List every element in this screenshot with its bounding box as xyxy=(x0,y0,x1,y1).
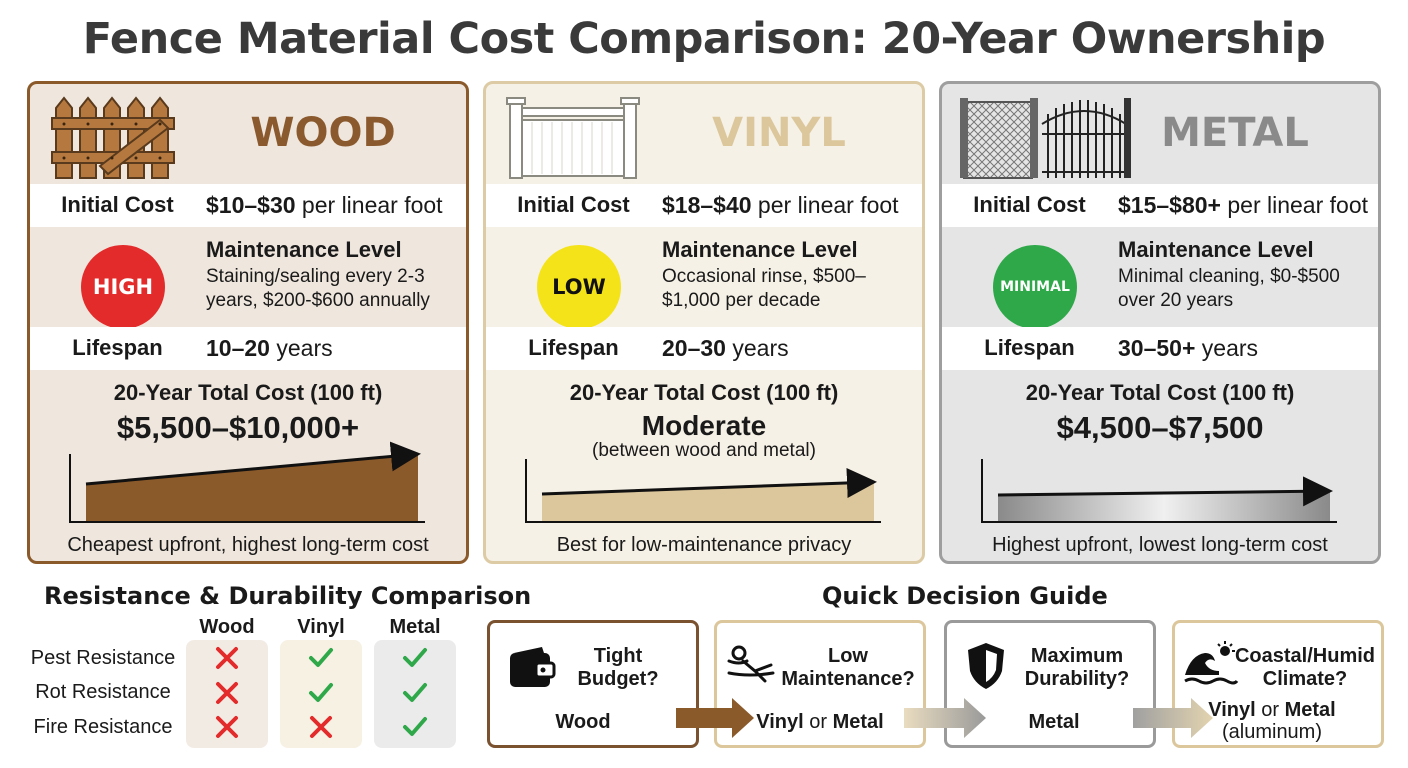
wood-initial-cost-row: Initial Cost $10–$30 per linear foot xyxy=(30,184,466,227)
rot-resistance-label: Rot Resistance xyxy=(35,681,171,703)
shield-icon xyxy=(968,643,1004,689)
check-icon-metal xyxy=(403,683,427,702)
pest-resistance-label: Pest Resistance xyxy=(30,647,176,669)
column-header-vinyl: Vinyl xyxy=(297,616,345,638)
wood-lifespan-row: Lifespan 10–20 years xyxy=(30,327,466,370)
initial-cost-label: Initial Cost xyxy=(973,192,1086,217)
arrow-wood-to-low-maintenance xyxy=(676,698,754,738)
vinyl-lifespan-row: Lifespan 20–30 years xyxy=(486,327,922,370)
initial-cost-value: $15–$80+ per linear foot xyxy=(1118,192,1369,218)
resistance-section-title: Resistance & Durability Comparison xyxy=(44,582,532,610)
initial-cost-label: Initial Cost xyxy=(61,192,174,217)
decision-low-maintenance: Low Maintenance? Vinyl or Metal xyxy=(714,620,926,748)
decision-question: Tight Budget? xyxy=(577,645,659,690)
decision-answer: Wood xyxy=(555,711,611,733)
cost-trend-graphic xyxy=(981,459,1337,523)
cross-icon-wood xyxy=(216,682,238,704)
decision-maximum-durability: Maximum Durability? Metal xyxy=(944,620,1156,748)
wood-card-title: WOOD xyxy=(250,110,396,156)
total-cost-title: 20-Year Total Cost (100 ft) xyxy=(1025,380,1295,405)
cross-icon-wood xyxy=(216,716,238,738)
arrow-durability-to-coastal xyxy=(1133,698,1213,738)
lifespan-value: 10–20 years xyxy=(206,335,333,361)
metal-initial-cost-row: Initial Cost $15–$80+ per linear foot xyxy=(942,184,1378,227)
arrow-low-maintenance-to-durability xyxy=(904,698,986,738)
column-header-wood: Wood xyxy=(199,616,255,638)
decision-answer: Vinyl or Metal xyxy=(756,711,884,733)
initial-cost-label: Initial Cost xyxy=(517,192,630,217)
wood-fence-icon xyxy=(51,96,175,179)
metal-card: METAL Initial Cost $15–$80+ per linear f… xyxy=(939,81,1381,564)
maintenance-description: Staining/sealing every 2-3 years, $200-$… xyxy=(206,266,430,311)
decision-coastal-humid: Coastal/Humid Climate? Vinyl or Metal (a… xyxy=(1172,620,1384,748)
maintenance-title: Maintenance Level xyxy=(1118,237,1314,262)
maintenance-description: Minimal cleaning, $0-$500 over 20 years xyxy=(1118,266,1340,311)
wood-card: WOOD Initial Cost $10–$30 per linear foo… xyxy=(27,81,469,564)
maintenance-title: Maintenance Level xyxy=(206,237,402,262)
cross-icon-wood xyxy=(216,647,238,669)
check-icon-metal xyxy=(403,717,427,736)
lifespan-label: Lifespan xyxy=(984,335,1075,360)
vinyl-card-header: VINYL xyxy=(486,84,922,184)
decision-question: Coastal/Humid Climate? xyxy=(1234,645,1376,690)
initial-cost-value: $18–$40 per linear foot xyxy=(662,192,899,218)
card-caption: Cheapest upfront, highest long-term cost xyxy=(67,534,429,556)
decision-guide-title: Quick Decision Guide xyxy=(822,582,1108,610)
wallet-icon xyxy=(510,647,556,687)
wave-sun-icon xyxy=(1184,641,1239,685)
card-caption: Best for low-maintenance privacy xyxy=(556,534,852,556)
metal-lifespan-row: Lifespan 30–50+ years xyxy=(942,327,1378,370)
metal-card-title: METAL xyxy=(1161,110,1309,156)
total-cost-title: 20-Year Total Cost (100 ft) xyxy=(569,380,839,405)
decision-answer: Vinyl or Metal xyxy=(1208,699,1336,721)
check-icon-vinyl xyxy=(309,648,333,667)
total-cost-value: $4,500–$7,500 xyxy=(1056,410,1264,445)
check-icon-metal xyxy=(403,648,427,667)
relaxing-person-icon xyxy=(727,645,775,683)
page-title: Fence Material Cost Comparison: 20-Year … xyxy=(82,14,1326,64)
metal-fence-icon xyxy=(960,98,1131,179)
decision-question: Low Maintenance? xyxy=(781,645,915,690)
maintenance-title: Maintenance Level xyxy=(662,237,858,262)
vinyl-card: VINYL Initial Cost $18–$40 per linear fo… xyxy=(483,81,925,564)
lifespan-value: 20–30 years xyxy=(662,335,789,361)
vinyl-card-title: VINYL xyxy=(712,110,846,156)
cross-icon-vinyl xyxy=(310,716,332,738)
maintenance-badge: MINIMAL xyxy=(993,245,1077,329)
wood-card-header: WOOD xyxy=(30,84,466,184)
total-cost-value: Moderate xyxy=(641,410,767,441)
cost-trend-graphic xyxy=(525,459,881,523)
maintenance-badge: HIGH xyxy=(81,245,165,329)
card-caption: Highest upfront, lowest long-term cost xyxy=(992,534,1328,556)
column-header-metal: Metal xyxy=(389,616,441,638)
metal-maintenance-row: MINIMAL Maintenance Level Minimal cleani… xyxy=(942,227,1378,329)
wood-maintenance-row: HIGH Maintenance Level Staining/sealing … xyxy=(30,227,466,329)
decision-answer: Metal xyxy=(1028,711,1080,733)
check-icon-vinyl xyxy=(309,683,333,702)
metal-card-header: METAL xyxy=(942,84,1378,184)
maintenance-badge: LOW xyxy=(537,245,621,329)
decision-tight-budget: Tight Budget? Wood xyxy=(487,620,699,748)
total-cost-value: $5,500–$10,000+ xyxy=(116,410,360,445)
fire-resistance-label: Fire Resistance xyxy=(33,716,173,738)
lifespan-value: 30–50+ years xyxy=(1118,335,1259,361)
vinyl-maintenance-row: LOW Maintenance Level Occasional rinse, … xyxy=(486,227,922,329)
initial-cost-value: $10–$30 per linear foot xyxy=(206,192,443,218)
vinyl-fence-icon xyxy=(506,97,640,179)
lifespan-label: Lifespan xyxy=(72,335,163,360)
vinyl-initial-cost-row: Initial Cost $18–$40 per linear foot xyxy=(486,184,922,227)
lifespan-label: Lifespan xyxy=(528,335,619,360)
decision-question: Maximum Durability? xyxy=(1024,645,1130,690)
cost-trend-graphic xyxy=(69,441,425,523)
maintenance-description: Occasional rinse, $500–$1,000 per decade xyxy=(662,266,866,311)
decision-answer-note: (aluminum) xyxy=(1221,721,1323,743)
total-cost-title: 20-Year Total Cost (100 ft) xyxy=(113,380,383,405)
total-cost-note: (between wood and metal) xyxy=(592,440,816,461)
